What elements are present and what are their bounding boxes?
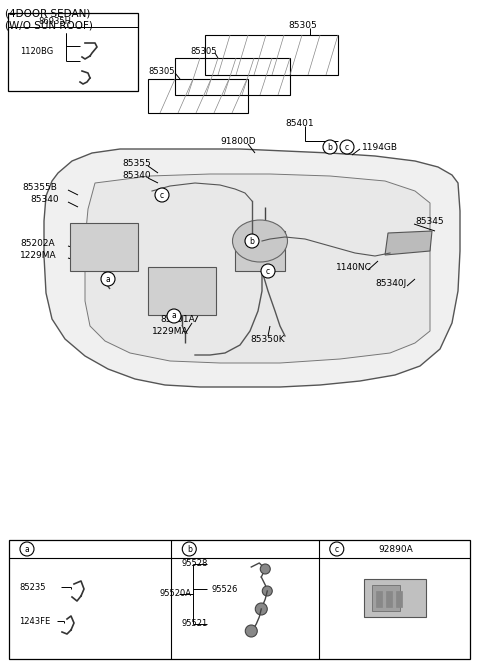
Polygon shape <box>235 231 285 271</box>
Circle shape <box>323 140 337 154</box>
Text: 1243FE: 1243FE <box>19 617 50 625</box>
Circle shape <box>330 542 344 556</box>
Circle shape <box>255 603 267 615</box>
Circle shape <box>340 140 354 154</box>
Text: 95528: 95528 <box>181 560 208 568</box>
Bar <box>396 591 402 607</box>
Bar <box>386 591 392 607</box>
Ellipse shape <box>232 220 288 262</box>
Polygon shape <box>44 149 460 387</box>
Circle shape <box>260 564 270 574</box>
Text: 85202A: 85202A <box>20 238 55 248</box>
Text: c: c <box>160 191 164 199</box>
Text: 95520A: 95520A <box>159 590 191 599</box>
Bar <box>148 267 216 315</box>
Text: a: a <box>172 311 176 321</box>
Text: b: b <box>327 142 333 152</box>
Text: 1229MA: 1229MA <box>152 327 189 336</box>
Bar <box>364 579 426 617</box>
Text: 85340J: 85340J <box>375 278 406 287</box>
Circle shape <box>261 264 275 278</box>
Circle shape <box>101 272 115 286</box>
Bar <box>70 223 138 271</box>
Text: 85201A: 85201A <box>160 315 195 323</box>
Text: 85305: 85305 <box>190 46 216 56</box>
Text: 85340: 85340 <box>30 195 59 203</box>
Polygon shape <box>385 231 432 255</box>
Circle shape <box>262 586 272 596</box>
Circle shape <box>245 234 259 248</box>
Text: 85345: 85345 <box>415 217 444 225</box>
Text: c: c <box>345 142 349 152</box>
Text: 86935H: 86935H <box>38 17 71 25</box>
Circle shape <box>182 542 196 556</box>
Polygon shape <box>85 174 430 363</box>
Text: 85235: 85235 <box>19 582 46 592</box>
Text: 1140NC: 1140NC <box>336 262 372 272</box>
Text: 85355: 85355 <box>122 158 151 168</box>
Text: (W/O SUN ROOF): (W/O SUN ROOF) <box>5 21 93 31</box>
Text: 85350K: 85350K <box>250 335 285 344</box>
Text: c: c <box>335 544 339 554</box>
Bar <box>8 13 138 91</box>
Text: 1229MA: 1229MA <box>20 250 57 260</box>
Text: 95521: 95521 <box>181 619 207 629</box>
Circle shape <box>245 625 257 637</box>
Text: b: b <box>187 544 192 554</box>
Bar <box>9 540 470 659</box>
Text: b: b <box>250 236 254 246</box>
Text: 85340: 85340 <box>122 170 151 180</box>
Text: 91800D: 91800D <box>220 136 256 146</box>
Text: 1120BG: 1120BG <box>20 46 53 56</box>
Circle shape <box>167 309 181 323</box>
Circle shape <box>20 542 34 556</box>
Text: a: a <box>24 544 29 554</box>
Circle shape <box>155 188 169 202</box>
Text: c: c <box>266 266 270 276</box>
Text: 85401: 85401 <box>285 119 313 127</box>
Text: 85305: 85305 <box>288 21 317 30</box>
Text: 95526: 95526 <box>211 584 238 594</box>
Text: a: a <box>106 274 110 284</box>
Text: (4DOOR SEDAN): (4DOOR SEDAN) <box>5 8 90 18</box>
Bar <box>376 591 383 607</box>
Bar <box>372 585 400 611</box>
Text: 85305: 85305 <box>148 66 175 76</box>
Text: 92890A: 92890A <box>379 544 414 554</box>
Text: 85355B: 85355B <box>22 183 57 191</box>
Text: 1194GB: 1194GB <box>362 142 398 152</box>
